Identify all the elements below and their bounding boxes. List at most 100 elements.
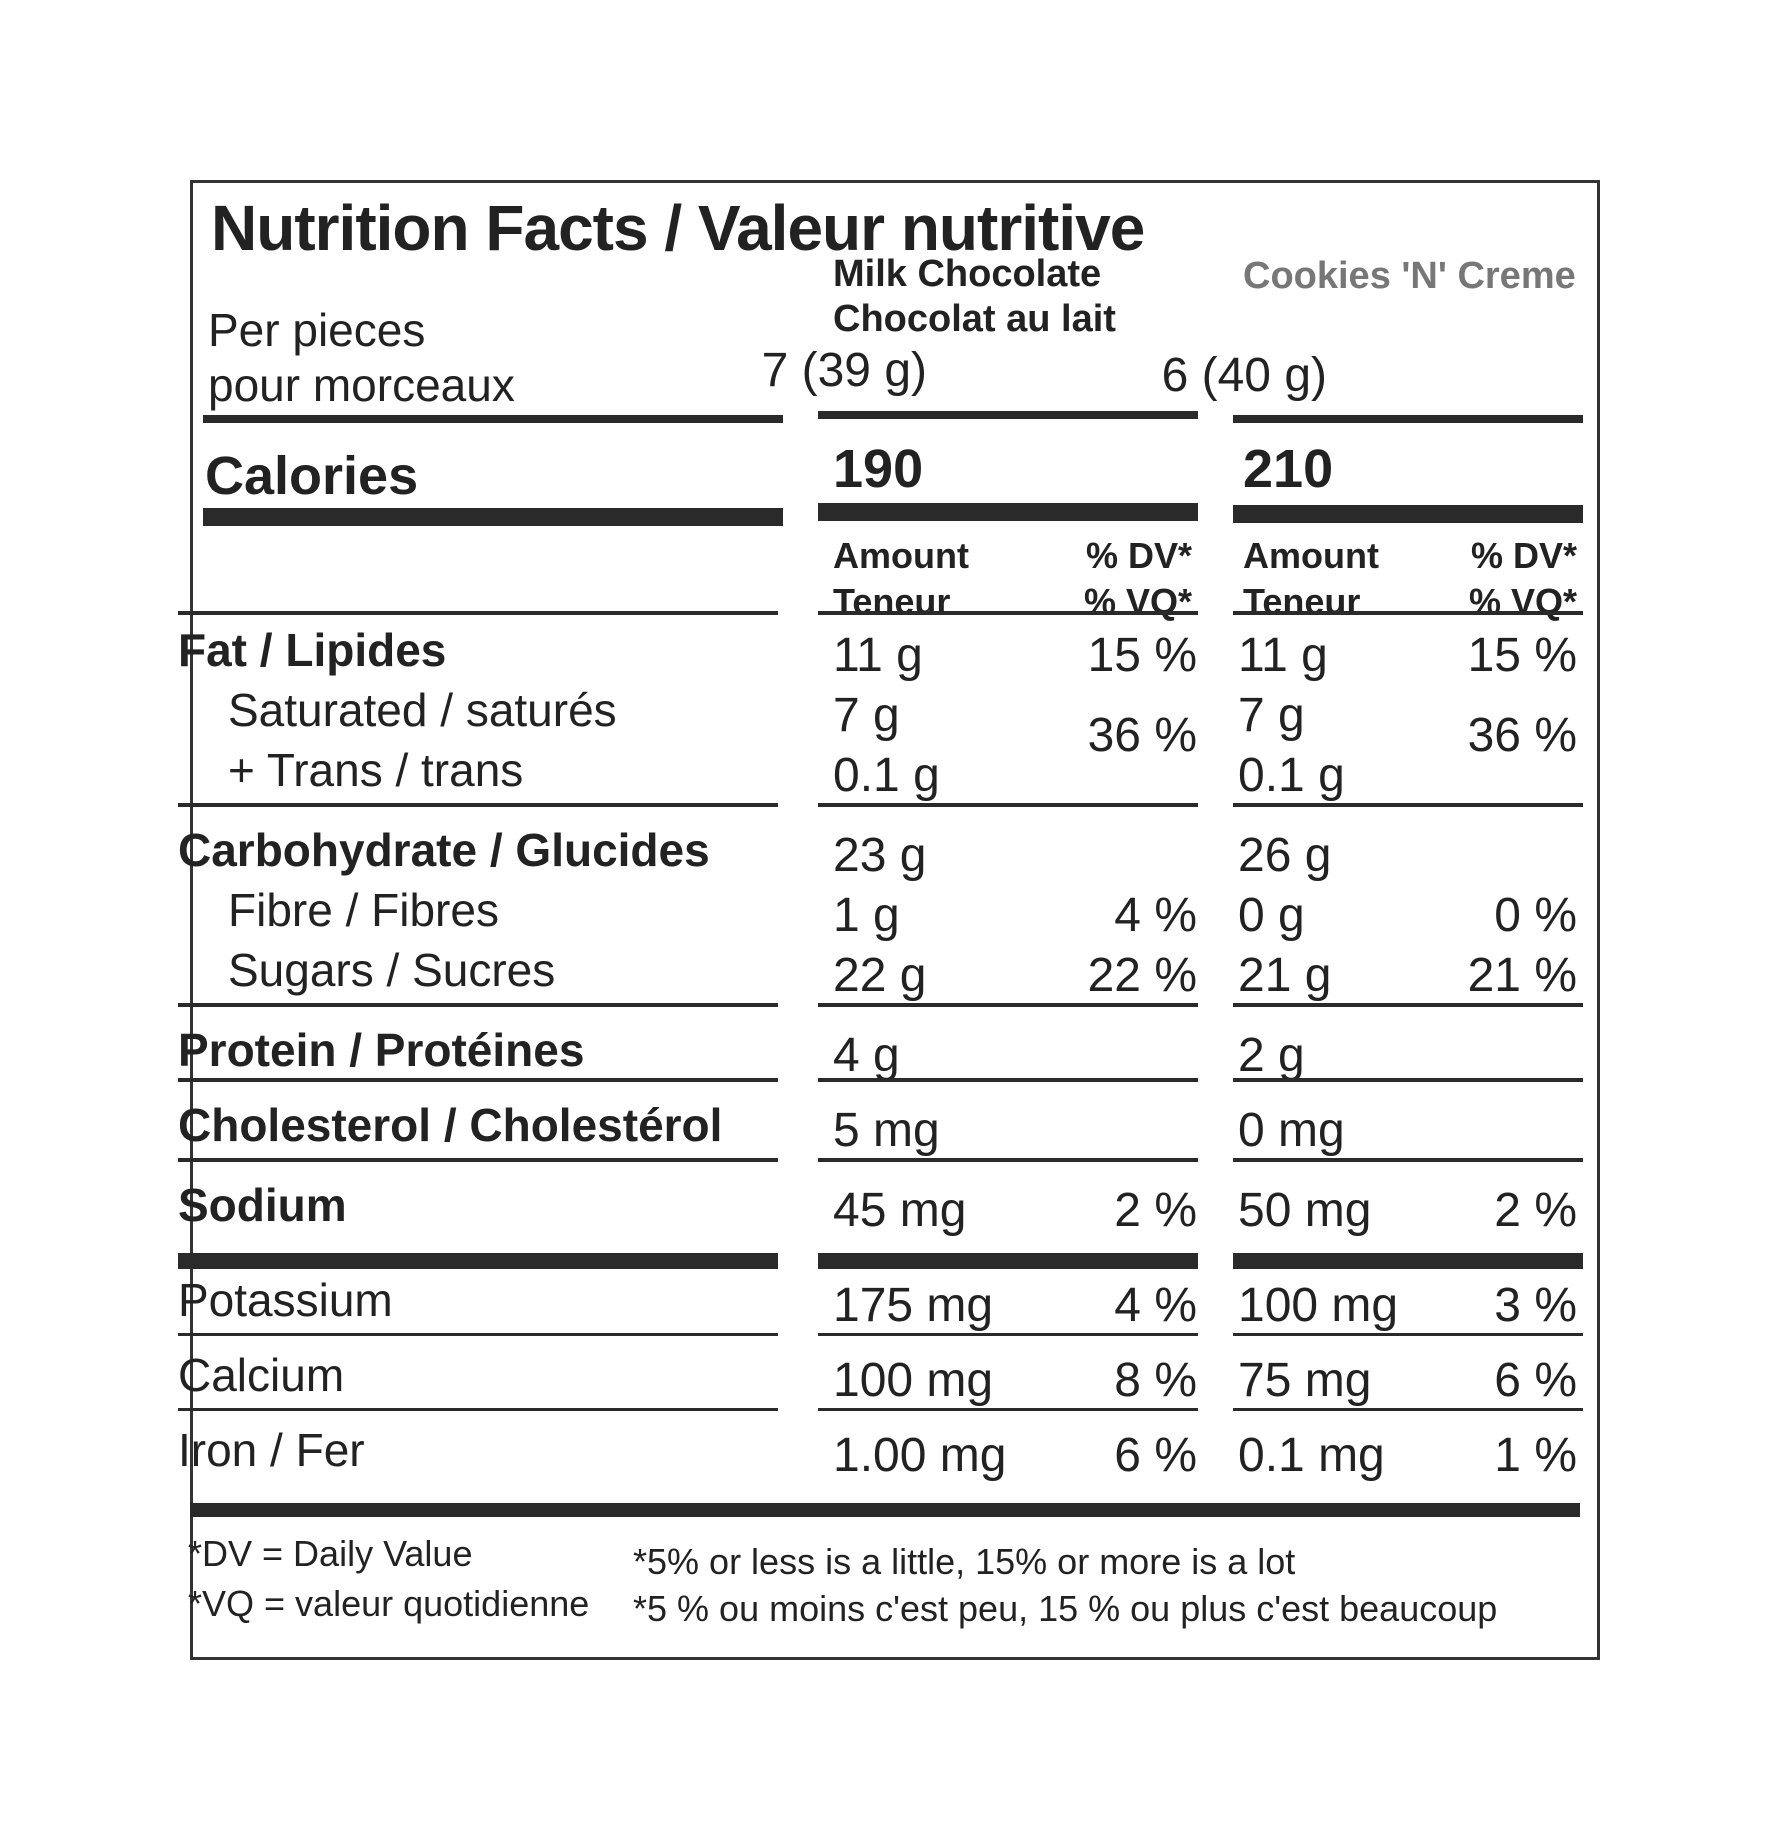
product-2-amount: 0 g (1238, 889, 1305, 942)
panel-title: Nutrition Facts / Valeur nutritive (211, 192, 1145, 264)
product-1-dv: 15 % (1087, 629, 1197, 682)
footnote-dv: *DV = Daily Value (188, 1533, 473, 1574)
product-2-calories: 210 (1243, 439, 1334, 499)
nutrient-label: Fibre / Fibres (228, 884, 499, 936)
product-1-amount: 45 mg (833, 1184, 967, 1237)
rule (203, 415, 783, 423)
product-2-dv: 36 % (1467, 709, 1577, 762)
product-2-amount: 21 g (1238, 949, 1332, 1002)
rule (818, 1003, 1198, 1007)
nutrient-label: Sugars / Sucres (228, 944, 556, 996)
rule (1233, 803, 1583, 807)
product-2-amount: 26 g (1238, 829, 1332, 882)
product-2-dv: 15 % (1467, 629, 1577, 682)
product-1-amount: 175 mg (833, 1279, 994, 1332)
product-2-name: Cookies 'N' Creme (1243, 255, 1576, 297)
product-1-amount: 5 mg (833, 1104, 940, 1157)
thick-rule (203, 508, 783, 526)
rule (1233, 1003, 1583, 1007)
product-2-dv: 21 % (1467, 949, 1577, 1002)
rule (818, 1078, 1198, 1082)
nutrient-label: Sodium (178, 1179, 347, 1231)
rule (818, 1158, 1198, 1162)
product-1-amount: 11 g (833, 629, 923, 682)
serving-label-fr: pour morceaux (208, 359, 515, 411)
teneur-header: Teneur (833, 581, 951, 622)
product-1-dv: 6 % (1114, 1429, 1197, 1482)
product-1-serving: 7 (39 g) (761, 344, 927, 397)
product-1-dv: 4 % (1114, 889, 1197, 942)
dv-header: % DV* (1470, 535, 1577, 576)
product-2-dv: 6 % (1494, 1354, 1577, 1407)
nutrient-label: Fat / Lipides (178, 624, 447, 676)
product-2-amount: 50 mg (1238, 1184, 1372, 1237)
amount-header: Amount (1243, 535, 1379, 576)
product-1-name-fr: Chocolat au lait (833, 298, 1116, 340)
rule (1233, 1158, 1583, 1162)
footnote-vq: *VQ = valeur quotidienne (188, 1583, 590, 1624)
product-2-dv: 0 % (1494, 889, 1577, 942)
rule (178, 1408, 778, 1411)
amount-header: Amount (833, 535, 969, 576)
nutrient-label: Iron / Fer (178, 1424, 365, 1476)
product-2-amount: 7 g (1238, 689, 1305, 742)
product-2-amount: 0 mg (1238, 1104, 1345, 1157)
rule (818, 1333, 1198, 1336)
thick-rule (178, 1253, 778, 1269)
product-2-amount: 100 mg (1238, 1279, 1399, 1332)
rule (178, 1158, 778, 1162)
nutrient-label: Potassium (178, 1274, 393, 1326)
product-1-amount: 7 g (833, 689, 900, 742)
product-2-amount: 2 g (1238, 1029, 1305, 1082)
thick-rule (1233, 1253, 1583, 1269)
nutrient-label: Saturated / saturés (228, 684, 617, 736)
product-2-dv: 3 % (1494, 1279, 1577, 1332)
nutrient-label: + Trans / trans (228, 744, 524, 796)
product-1-dv: 22 % (1087, 949, 1197, 1002)
product-1-amount: 1.00 mg (833, 1429, 1007, 1482)
product-1-dv: 2 % (1114, 1184, 1197, 1237)
product-2-amount: 75 mg (1238, 1354, 1372, 1407)
rule (178, 1333, 778, 1336)
product-1-calories: 190 (833, 439, 924, 499)
rule (818, 803, 1198, 807)
product-2-amount: 11 g (1238, 629, 1328, 682)
product-1-dv: 4 % (1114, 1279, 1197, 1332)
nutrition-facts-panel: Nutrition Facts / Valeur nutritive Milk … (178, 180, 1600, 1660)
nutrient-label: Carbohydrate / Glucides (178, 824, 710, 876)
rule (1233, 1408, 1583, 1411)
product-2-dv: 1 % (1494, 1429, 1577, 1482)
nutrient-label: Calcium (178, 1349, 345, 1401)
calories-label: Calories (205, 446, 419, 506)
rule (1233, 1333, 1583, 1336)
rule (178, 611, 778, 615)
footnote-en: *5% or less is a little, 15% or more is … (633, 1541, 1296, 1582)
nutrient-label: Cholesterol / Cholestérol (178, 1099, 723, 1151)
vq-header: % VQ* (1468, 581, 1577, 622)
thick-rule (818, 503, 1198, 521)
product-1-amount: 22 g (833, 949, 927, 1002)
product-2-amount: 0.1 mg (1238, 1429, 1385, 1482)
teneur-header: Teneur (1243, 581, 1361, 622)
product-1-amount: 4 g (833, 1029, 900, 1082)
nutrient-label: Protein / Protéines (178, 1024, 585, 1076)
rule (818, 611, 1198, 615)
dv-header: % DV* (1085, 535, 1192, 576)
thick-rule (190, 1503, 1580, 1517)
rule (178, 803, 778, 807)
product-1-name-en: Milk Chocolate (833, 253, 1102, 295)
product-2-dv: 2 % (1494, 1184, 1577, 1237)
product-2-serving: 6 (40 g) (1161, 349, 1327, 402)
thick-rule (1233, 505, 1583, 523)
product-1-amount: 1 g (833, 889, 900, 942)
rule (818, 411, 1198, 419)
product-1-amount: 100 mg (833, 1354, 994, 1407)
thick-rule (818, 1253, 1198, 1269)
product-1-dv: 36 % (1087, 709, 1197, 762)
product-1-amount: 23 g (833, 829, 927, 882)
rule (178, 1003, 778, 1007)
rule (1233, 1078, 1583, 1082)
serving-label-en: Per pieces (208, 304, 426, 356)
rule (178, 1078, 778, 1082)
product-1-amount: 0.1 g (833, 749, 940, 802)
